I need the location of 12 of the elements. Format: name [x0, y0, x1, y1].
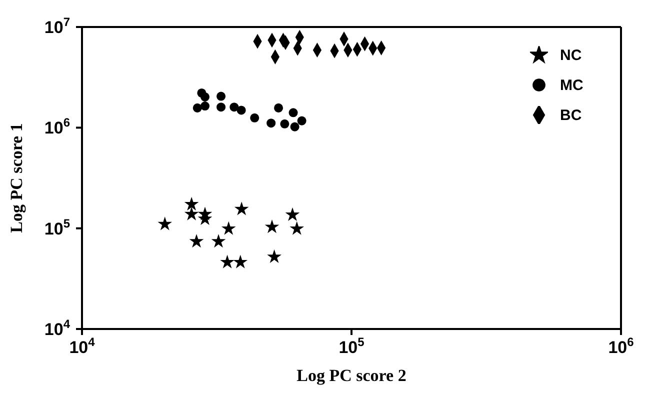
y-axis-title: Log PC score 1: [7, 123, 26, 233]
x-tick-label: 10$^{6}$: [608, 335, 634, 357]
legend-label: BC: [560, 106, 582, 124]
legend-label: NC: [560, 46, 582, 64]
y-tick-label: 10$^{6}$: [44, 116, 70, 138]
x-axis-title: Log PC score 2: [296, 366, 406, 385]
legend-label: MC: [560, 76, 584, 94]
x-tick-label: 10$^{4}$: [69, 335, 96, 357]
y-tick-label: 10$^{4}$: [44, 317, 70, 339]
x-tick-label: 10$^{5}$: [338, 335, 365, 357]
y-tick-label: 10$^{5}$: [44, 216, 70, 238]
y-tick-label: 10$^{7}$: [44, 15, 70, 37]
